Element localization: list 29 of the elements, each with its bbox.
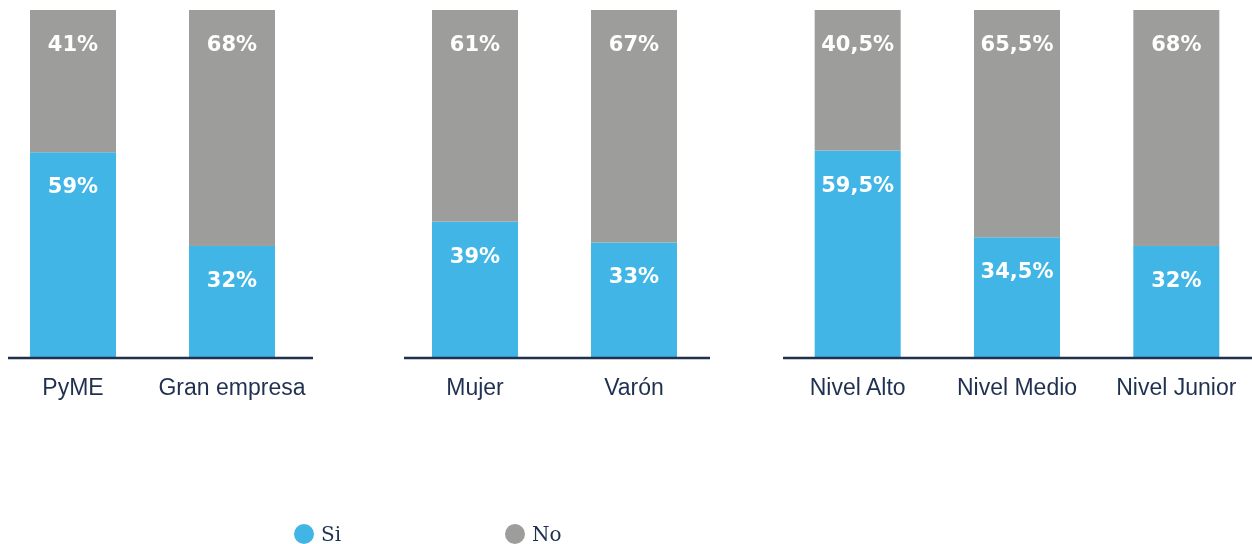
data-label: 32% (206, 267, 258, 292)
data-label: 40,5% (821, 32, 895, 56)
bar (974, 237, 1060, 357)
data-label: 59,5% (821, 172, 895, 197)
data-label: 39% (449, 243, 501, 268)
data-label: 65,5% (980, 32, 1054, 56)
x-tick-label: Varón (604, 374, 664, 400)
x-tick-label: Mujer (446, 374, 505, 400)
bar (814, 150, 901, 357)
bar (1133, 245, 1220, 357)
x-tick-label: Nivel Alto (809, 374, 906, 400)
x-tick-label: Nivel Junior (1116, 374, 1237, 400)
data-label: 33% (608, 264, 660, 289)
x-tick-label: PyME (42, 374, 104, 400)
legend-label: No (532, 522, 562, 544)
data-label: 41% (47, 32, 99, 56)
data-label: 59% (47, 174, 99, 199)
x-tick-label: Gran empresa (158, 374, 306, 400)
bar (814, 10, 901, 151)
data-label: 32% (1151, 267, 1202, 292)
legend-label: Si (321, 522, 342, 544)
data-label: 34,5% (980, 259, 1054, 284)
data-label: 61% (449, 32, 501, 56)
data-label: 68% (206, 32, 258, 56)
bar (1133, 10, 1220, 246)
data-label: 68% (1151, 32, 1202, 56)
x-tick-label: Nivel Medio (956, 374, 1078, 400)
bar (974, 10, 1060, 238)
data-label: 67% (608, 32, 660, 56)
